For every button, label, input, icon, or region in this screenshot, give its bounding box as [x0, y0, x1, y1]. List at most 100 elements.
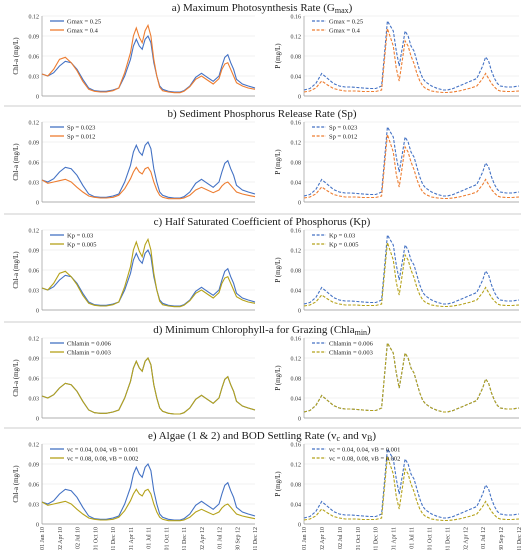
- x-tick-label: 01 Jul 11: [410, 527, 416, 549]
- y-tick-label: 0.09: [29, 141, 40, 147]
- y-tick-label: 0.06: [29, 269, 40, 275]
- series-line: [41, 356, 256, 415]
- legend-label: Sp = 0.012: [67, 134, 95, 141]
- y-tick-label: 0: [298, 95, 301, 101]
- y-tick-label: 0.09: [29, 35, 40, 41]
- x-tick-label: 30 Sep 12: [499, 527, 505, 550]
- panel-title: d) Minimum Chlorophyll-a for Grazing (Ch…: [153, 324, 371, 337]
- x-tick-label: 01 Oct 10: [93, 527, 99, 550]
- legend-label: Gmax = 0.25: [67, 19, 101, 26]
- legend-label: Kp = 0.03: [329, 233, 355, 240]
- y-tick-label: 0.09: [29, 249, 40, 255]
- legend-label: Sp = 0.012: [329, 134, 357, 141]
- x-tick-label: 01 Jul 12: [481, 527, 487, 549]
- series-line: [303, 456, 520, 522]
- y-tick-label: 0.16: [291, 337, 302, 343]
- y-tick-label: 0: [298, 417, 301, 423]
- x-tick-label: 31 Dec 12: [517, 527, 523, 550]
- y-axis-label: P (mg/L): [274, 149, 282, 175]
- x-tick-label: 01 Apr 11: [392, 527, 398, 550]
- y-tick-label: 0.16: [291, 121, 302, 127]
- x-tick-label: 31 Dec 10: [374, 527, 380, 550]
- y-tick-label: 0: [298, 201, 301, 207]
- series-line: [303, 341, 520, 413]
- x-tick-label: 02 Apr 10: [58, 527, 64, 550]
- panel-1: a) Maximum Photosynthesis Rate (Gmax) 0 0.…: [4, 2, 521, 107]
- y-axis-label: Chl-a (mg/L): [12, 37, 20, 75]
- x-tick-label: 31 Dec 11: [182, 527, 188, 550]
- phos-plot: 0 0.04 0.08 0.12 0.16 P (mg/L) Chlamin = 0.006…: [274, 337, 520, 423]
- y-tick-label: 0.06: [29, 377, 40, 383]
- series-line: [41, 248, 256, 307]
- series-line: [41, 462, 256, 521]
- y-axis-label: P (mg/L): [274, 365, 282, 391]
- y-axis-label: P (mg/L): [274, 257, 282, 283]
- legend-label: Sp = 0.023: [329, 125, 357, 132]
- y-tick-label: 0.08: [291, 269, 302, 275]
- series-line: [303, 242, 520, 308]
- series-line: [41, 237, 256, 308]
- y-tick-label: 0.06: [29, 483, 40, 489]
- y-tick-label: 0.12: [291, 141, 302, 147]
- legend-label: Chlamin = 0.003: [329, 350, 373, 357]
- y-tick-label: 0.12: [291, 35, 302, 41]
- y-tick-label: 0.08: [291, 377, 302, 383]
- series-line: [303, 134, 520, 200]
- series-line: [303, 28, 520, 94]
- x-tick-label: 01 Jul 11: [147, 527, 153, 549]
- chla-plot: 0 0.03 0.06 0.09 0.12 Chl-a (mg/L) vc = 0.04, …: [12, 443, 259, 550]
- series-line: [41, 488, 256, 522]
- panel-title: b) Sediment Phosphorus Release Rate (Sp): [167, 108, 356, 120]
- y-axis-label: P (mg/L): [274, 471, 282, 497]
- y-tick-label: 0.03: [29, 289, 40, 295]
- y-tick-label: 0: [36, 523, 39, 529]
- y-tick-label: 0.03: [29, 75, 40, 81]
- chla-plot: 0 0.03 0.06 0.09 0.12 Chl-a (mg/L) Sp = 0.023 S…: [12, 121, 256, 207]
- panel-3: c) Half Saturated Coefficient of Phospho…: [4, 216, 521, 323]
- legend-label: Kp = 0.03: [67, 233, 93, 240]
- series-line: [303, 233, 520, 305]
- y-axis-label: Chl-a (mg/L): [12, 359, 20, 397]
- x-tick-label: 01 Jan 10: [40, 527, 46, 550]
- legend-label: Gmax = 0.4: [329, 28, 361, 35]
- x-tick-label: 02 Apr 12: [463, 527, 469, 550]
- y-tick-label: 0.06: [29, 55, 40, 61]
- legend-label: Gmax = 0.4: [67, 28, 99, 35]
- y-axis-label: Chl-a (mg/L): [12, 251, 20, 289]
- y-tick-label: 0.16: [291, 229, 302, 235]
- y-tick-label: 0.12: [291, 249, 302, 255]
- legend-label: Chlamin = 0.006: [67, 341, 112, 348]
- x-tick-label: 01 Oct 11: [427, 527, 433, 550]
- x-tick-label: 31 Dec 12: [253, 527, 259, 550]
- series-line: [41, 23, 256, 94]
- x-tick-label: 01 Jul 12: [218, 527, 224, 549]
- y-tick-label: 0.09: [29, 357, 40, 363]
- y-tick-label: 0.06: [29, 161, 40, 167]
- y-tick-label: 0.04: [291, 181, 302, 187]
- legend-label: Kp = 0.005: [67, 242, 97, 249]
- panel-2: b) Sediment Phosphorus Release Rate (Sp)…: [4, 108, 521, 215]
- y-axis-label: Chl-a (mg/L): [12, 143, 20, 181]
- chla-plot: 0 0.03 0.06 0.09 0.12 Chl-a (mg/L) Chlamin = 0…: [12, 337, 256, 423]
- y-axis-label: P (mg/L): [274, 43, 282, 69]
- y-tick-label: 0.12: [29, 337, 40, 343]
- y-tick-label: 0.08: [291, 161, 302, 167]
- phos-plot: 0 0.04 0.08 0.12 0.16 P (mg/L) Sp = 0.023 Sp = …: [274, 121, 520, 207]
- x-tick-label: 02 Jul 10: [76, 527, 82, 549]
- y-tick-label: 0.04: [291, 75, 302, 81]
- y-tick-label: 0.12: [291, 357, 302, 363]
- y-tick-label: 0: [298, 523, 301, 529]
- x-tick-label: 01 Oct 11: [164, 527, 170, 550]
- legend-label: vc = 0.08, 0.08, vB = 0.002: [67, 456, 138, 463]
- y-tick-label: 0.12: [29, 121, 40, 127]
- series-line: [41, 166, 256, 200]
- y-tick-label: 0.09: [29, 463, 40, 469]
- phos-plot: 0 0.04 0.08 0.12 0.16 P (mg/L) vc = 0.04, 0.04…: [274, 443, 523, 550]
- y-tick-label: 0: [36, 417, 39, 423]
- y-tick-label: 0.12: [29, 15, 40, 21]
- panel-title: e) Algae (1 & 2) and BOD Settling Rate (…: [148, 430, 376, 443]
- y-tick-label: 0.12: [29, 443, 40, 449]
- y-tick-label: 0: [36, 309, 39, 315]
- y-tick-label: 0.08: [291, 483, 302, 489]
- panel-title: c) Half Saturated Coefficient of Phospho…: [154, 216, 371, 228]
